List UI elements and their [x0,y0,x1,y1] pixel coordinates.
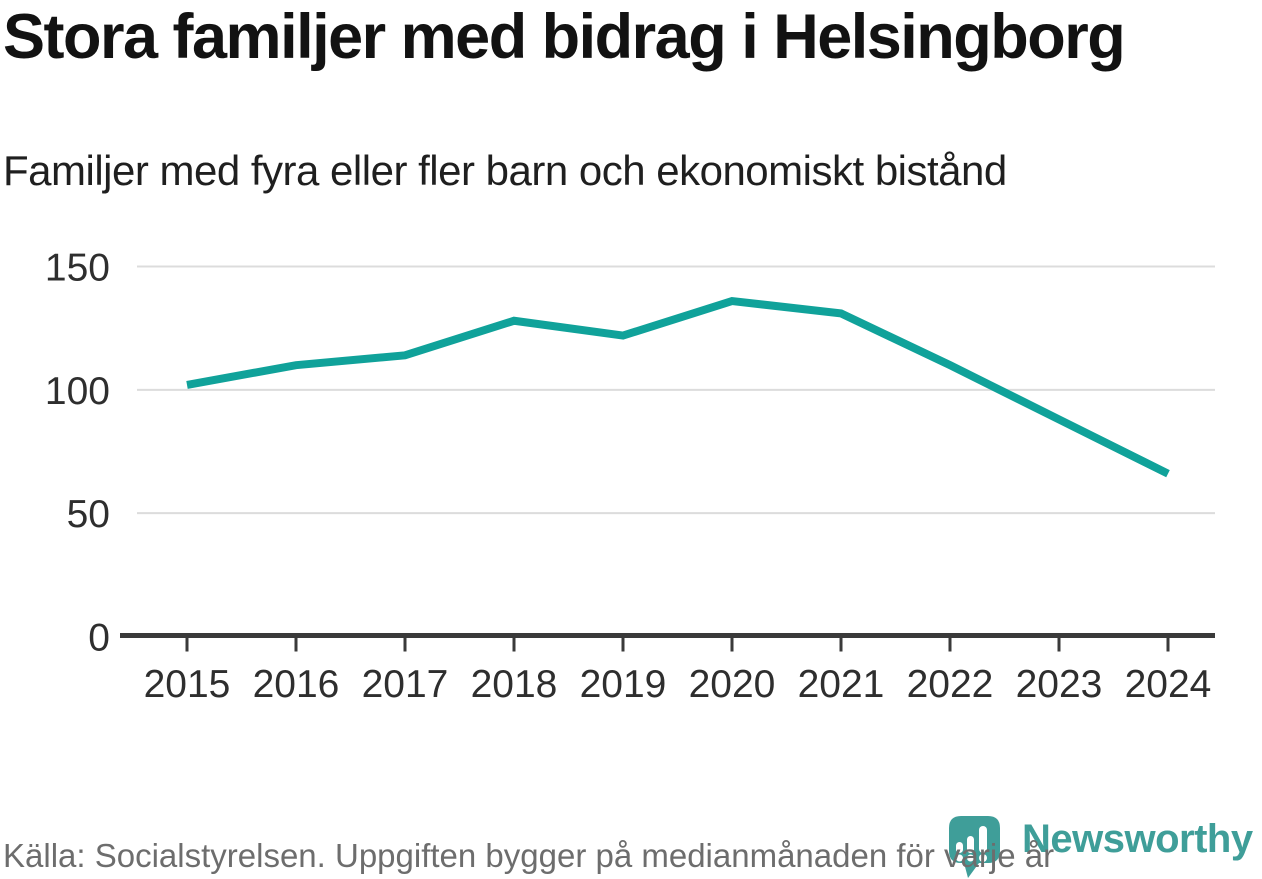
data-line-series [186,296,1170,478]
logo-bar-chart-glyph [956,826,987,862]
x-axis-label-2023: 2023 [1016,663,1103,706]
y-axis-label-0: 0 [88,617,110,660]
y-axis-label-150: 150 [45,246,110,289]
chart-subtitle: Familjer med fyra eller fler barn och ek… [3,147,1007,194]
newsworthy-wordmark: Newsworthy [1022,817,1253,861]
x-axis-label-2019: 2019 [580,663,667,706]
newsworthy-icon [949,816,1000,878]
x-axis-label-2022: 2022 [907,663,994,706]
chart-title: Stora familjer med bidrag i Helsingborg [3,2,1126,72]
source-note: Källa: Socialstyrelsen. Uppgiften bygger… [3,837,1055,874]
x-axis-label-2015: 2015 [144,663,231,706]
x-axis-label-2021: 2021 [798,663,885,706]
x-axis-label-2020: 2020 [689,663,776,706]
x-axis-label-2017: 2017 [362,663,449,706]
y-axis-label-50: 50 [67,493,110,536]
x-axis-label-2016: 2016 [253,663,340,706]
x-axis-label-2018: 2018 [471,663,558,706]
logo-bubble-shape [949,816,1000,878]
x-axis-label-2024: 2024 [1125,663,1212,706]
y-axis-label-100: 100 [45,370,110,413]
